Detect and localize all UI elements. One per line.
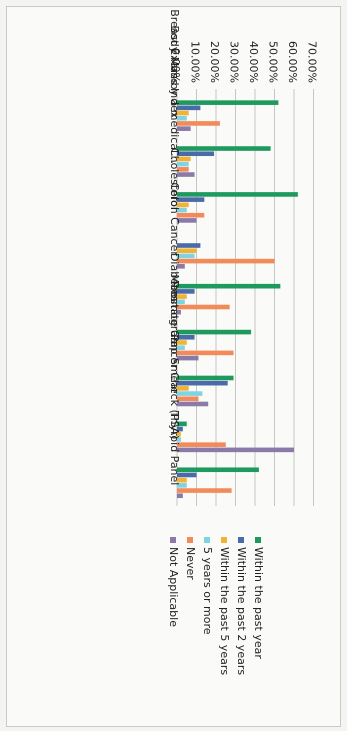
bar xyxy=(177,391,203,396)
legend-label: Within the past year xyxy=(252,547,265,659)
bar xyxy=(177,431,181,437)
bar xyxy=(177,146,271,151)
bar xyxy=(177,355,199,361)
bar xyxy=(177,304,230,310)
legend-label: Within the past 5 years xyxy=(218,547,231,675)
bar xyxy=(177,472,197,478)
bar xyxy=(177,264,185,269)
x-tick-label: 40.00% xyxy=(247,41,260,83)
x-tick-label: 60.00% xyxy=(286,41,299,83)
legend-swatch xyxy=(238,537,244,543)
bar xyxy=(177,375,234,381)
bar xyxy=(177,488,232,493)
bar xyxy=(177,483,187,488)
category-label: Colon Cancer xyxy=(168,182,181,256)
bar xyxy=(177,309,181,315)
bar xyxy=(177,396,199,402)
bar xyxy=(177,248,197,254)
category-label: Thyroid Panel xyxy=(168,410,181,485)
bar xyxy=(177,340,187,345)
bar xyxy=(177,283,281,289)
bar xyxy=(177,477,187,483)
legend-swatch xyxy=(221,537,227,543)
bar xyxy=(177,493,183,499)
bar xyxy=(177,253,195,259)
bar xyxy=(177,243,201,248)
bar xyxy=(177,345,185,350)
bar xyxy=(177,426,183,432)
bar xyxy=(177,380,228,386)
legend-swatch xyxy=(255,537,261,543)
legend-label: Never xyxy=(184,547,197,580)
bar xyxy=(177,294,187,299)
bar xyxy=(177,289,195,294)
bar xyxy=(177,156,191,162)
bar xyxy=(177,161,189,167)
x-tick-label: 50.00% xyxy=(267,41,280,83)
x-tick-label: 70.00% xyxy=(306,41,319,83)
bar-chart: 0.00% 10.00% 20.00% 30.00% 40.00% 50.00% 60.00… xyxy=(167,9,319,675)
bar xyxy=(177,121,220,126)
bar xyxy=(177,442,226,447)
category-label: Prostate Cancer Check (PSA) xyxy=(168,281,181,439)
bar xyxy=(177,421,187,427)
chart-frame: 0.00% 10.00% 20.00% 30.00% 40.00% 50.00% 60.00… xyxy=(6,6,341,727)
legend-label: Not Applicable xyxy=(167,547,180,627)
bar xyxy=(177,467,259,473)
x-tick-label: 20.00% xyxy=(208,41,221,83)
x-tick-label: 30.00% xyxy=(228,41,241,83)
legend-swatch xyxy=(187,537,193,543)
bar xyxy=(177,299,185,305)
bar xyxy=(177,167,189,172)
category-label: Mammogram xyxy=(168,274,181,347)
bar xyxy=(177,202,189,208)
bar xyxy=(177,110,189,116)
bar xyxy=(177,212,205,218)
legend-swatch xyxy=(204,537,210,543)
x-tick-label: 0.00% xyxy=(169,48,182,83)
bar xyxy=(177,126,191,131)
category-label: Pap Smear xyxy=(168,334,181,394)
category-label: Cholesterol xyxy=(168,148,181,210)
legend-label: 5 years or more xyxy=(201,547,214,635)
x-tick-label: 10.00% xyxy=(189,41,202,83)
category-label: Diabetes xyxy=(168,253,181,302)
bar xyxy=(177,172,195,177)
category-label: Breast Exam by a medical… xyxy=(168,9,181,164)
bar xyxy=(177,258,275,264)
bar xyxy=(177,100,279,105)
bar xyxy=(177,401,209,407)
bar xyxy=(177,437,181,442)
bar xyxy=(177,218,197,223)
bar xyxy=(177,151,215,157)
bar xyxy=(177,115,187,121)
bar xyxy=(177,192,298,197)
category-label: Body Mass Index xyxy=(168,25,181,118)
legend-label: Within the past 2 years xyxy=(235,547,248,675)
bar xyxy=(177,329,252,335)
bar xyxy=(177,350,234,356)
bar xyxy=(177,105,201,111)
bar xyxy=(177,207,187,213)
bar xyxy=(177,386,189,391)
bar xyxy=(177,197,205,202)
bar xyxy=(177,447,294,453)
legend-swatch xyxy=(170,537,176,543)
bar xyxy=(177,334,195,340)
